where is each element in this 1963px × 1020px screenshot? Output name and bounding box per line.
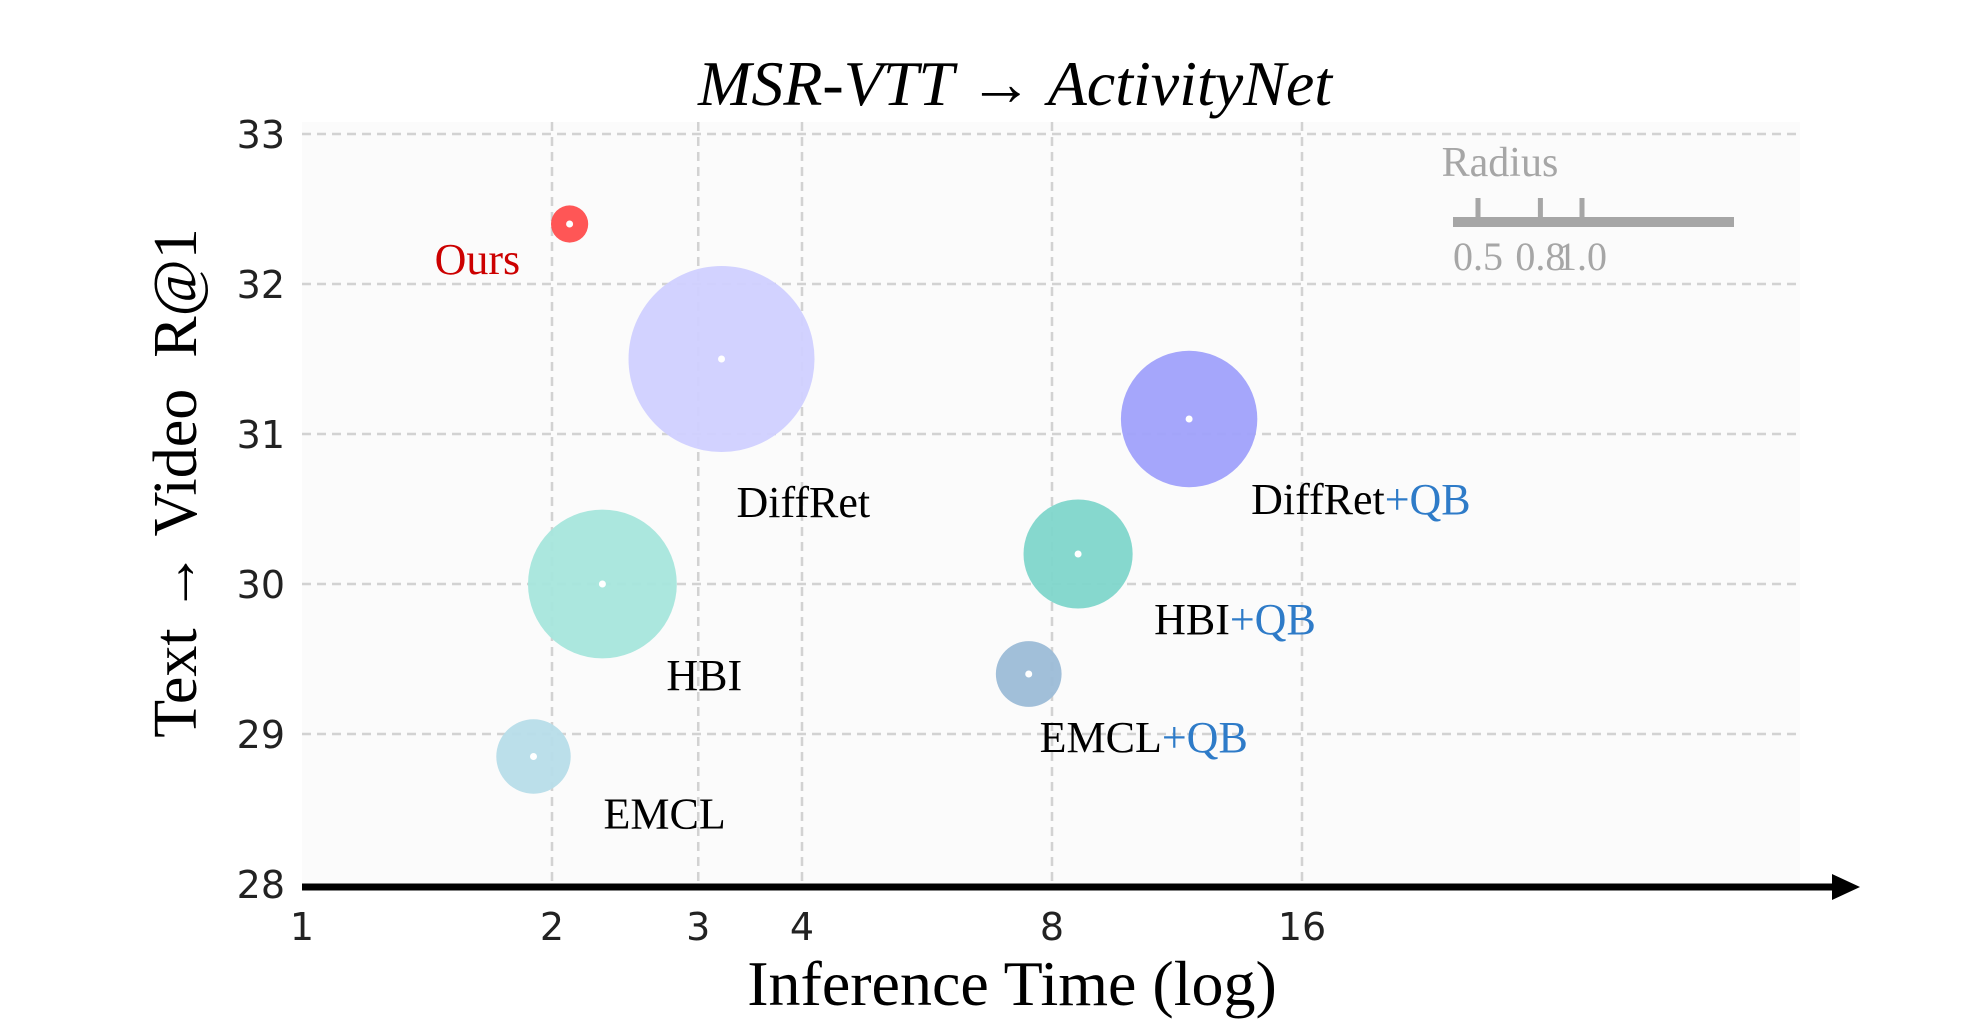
point-label: DiffRet — [737, 478, 871, 527]
x-axis-label: Inference Time (log) — [747, 948, 1277, 1019]
grid-lines — [302, 122, 1800, 884]
legend-tick-label: 0.8 — [1515, 234, 1565, 279]
y-tick-label: 28 — [237, 863, 285, 907]
point-label: Ours — [435, 235, 521, 284]
x-axis-arrow — [302, 874, 1860, 900]
bubble-center-dot — [718, 355, 726, 363]
x-tick-label: 4 — [790, 905, 814, 949]
x-tick-label: 3 — [686, 905, 710, 949]
point-label: EMCL — [603, 790, 725, 839]
x-tick-label: 16 — [1278, 905, 1326, 949]
point-label: EMCL+QB — [1040, 713, 1248, 762]
bubble-center-dot — [529, 753, 537, 760]
point-label-name: Ours — [435, 235, 521, 284]
bubble-center-dot — [598, 580, 606, 588]
x-tick-label: 1 — [290, 905, 314, 949]
point-label-name: EMCL — [603, 790, 725, 839]
x-tick-labels: 1 2 3 4 8 16 — [290, 905, 1326, 949]
chart-title: MSR-VTT → ActivityNet — [697, 48, 1334, 119]
legend-tick-label: 0.5 — [1453, 234, 1503, 279]
legend-title: Radius — [1442, 140, 1559, 186]
y-tick-label: 29 — [237, 713, 285, 757]
y-tick-label: 31 — [237, 413, 285, 457]
bubble-center-dot — [1074, 550, 1082, 558]
legend-tick-label: 1.0 — [1557, 234, 1607, 279]
point-label-name: DiffRet — [1251, 475, 1385, 524]
y-axis-label: Text → Video R@1 — [142, 228, 210, 737]
x-tick-label: 2 — [540, 905, 564, 949]
radius-legend: Radius 0.5 0.81.0 — [1442, 140, 1734, 279]
bubble-center-dot — [1025, 670, 1033, 678]
y-tick-labels: 28 29 30 31 32 33 — [237, 113, 285, 907]
bubble-center-dot — [1185, 415, 1193, 423]
y-tick-label: 30 — [237, 563, 285, 607]
y-tick-label: 32 — [237, 263, 285, 307]
bubble-center-dot — [566, 220, 574, 228]
bubbles — [496, 205, 1258, 794]
point-label-suffix: +QB — [1230, 595, 1316, 644]
point-label: HBI+QB — [1154, 595, 1316, 644]
x-tick-label: 8 — [1040, 905, 1064, 949]
point-label-suffix: +QB — [1162, 713, 1248, 762]
y-tick-label: 33 — [237, 113, 285, 157]
point-label-name: EMCL — [1040, 713, 1162, 762]
point-label-name: DiffRet — [737, 478, 871, 527]
point-label-name: HBI — [666, 651, 742, 700]
point-label-suffix: +QB — [1385, 475, 1471, 524]
point-labels: OursDiffRetHBIEMCLDiffRet+QBHBI+QBEMCL+Q… — [435, 235, 1471, 839]
point-label: HBI — [666, 651, 742, 700]
point-label: DiffRet+QB — [1251, 475, 1471, 524]
point-label-name: HBI — [1154, 595, 1230, 644]
